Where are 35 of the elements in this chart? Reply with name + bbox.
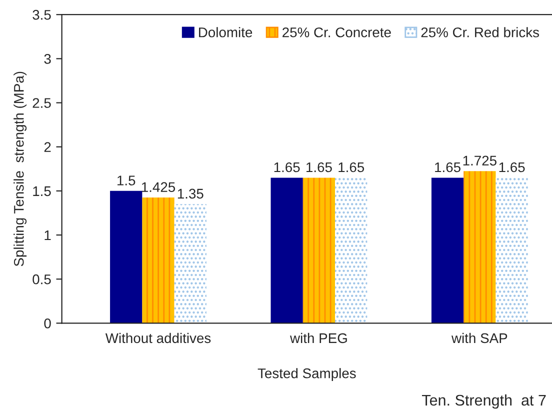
bar	[464, 171, 496, 324]
data-label: 1.35	[178, 188, 204, 199]
legend-label: 25% Cr. Concrete	[282, 27, 391, 38]
y-tick-label: 2.5	[32, 98, 51, 108]
y-tick-label: 2	[44, 142, 51, 152]
legend-label: 25% Cr. Red bricks	[421, 27, 540, 38]
x-axis-title: Tested Samples	[258, 368, 356, 382]
bar	[496, 178, 528, 324]
data-label: 1.65	[338, 162, 364, 172]
data-label: 1.65	[435, 162, 460, 172]
data-label: 1.725	[463, 156, 496, 166]
bar	[431, 178, 464, 324]
y-tick-label: 3.5	[32, 10, 51, 20]
y-axis-title: Splitting Tensile strength (MPa)	[14, 72, 27, 266]
data-label: 1.65	[499, 162, 525, 172]
y-tick-label: 1	[44, 230, 51, 240]
text: Ten. Strength at 7	[422, 394, 546, 409]
y-tick-label: 0.5	[32, 274, 51, 284]
bar	[142, 198, 174, 324]
y-tick-label: 0	[44, 318, 51, 328]
x-tick-label: with PEG	[290, 332, 347, 344]
data-label: 1.5	[118, 176, 136, 186]
x-tick-label: with SAP	[451, 332, 508, 344]
y-tick-label: 1.5	[33, 186, 51, 196]
bar	[335, 178, 368, 324]
data-label: 1.65	[274, 162, 300, 172]
y-tick-label: 3	[44, 54, 51, 64]
bar	[174, 204, 206, 324]
data-label: 1.425	[142, 182, 176, 192]
legend-label: Dolomite	[199, 27, 252, 38]
bar	[302, 178, 336, 324]
data-label: 1.65	[306, 162, 332, 172]
bar	[110, 190, 142, 324]
x-tick-label: Without additives	[105, 332, 211, 344]
bar	[270, 178, 303, 324]
